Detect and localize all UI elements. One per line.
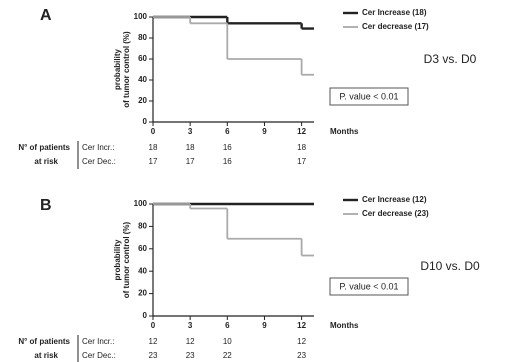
risk-value: 16 <box>223 143 232 152</box>
x-tick-label: 9 <box>262 321 267 330</box>
y-tick-label: 40 <box>138 266 147 275</box>
y-tick-label: 40 <box>138 75 147 84</box>
p-value: P. value < 0.01 <box>339 281 398 291</box>
risk-value: 10 <box>223 337 232 346</box>
p-value-box <box>329 87 409 106</box>
y-tick-label: 20 <box>138 289 147 298</box>
risk-value: 17 <box>149 157 158 166</box>
risk-title: N° of patients <box>18 337 70 346</box>
y-tick-label: 100 <box>134 12 148 21</box>
risk-value: 17 <box>297 157 306 166</box>
risk-value: 12 <box>297 337 306 346</box>
y-tick-label: 60 <box>138 244 147 253</box>
comparison-label: D10 vs. D0 <box>420 259 480 273</box>
y-axis-label: probability <box>113 239 122 280</box>
y-tick-label: 80 <box>138 33 147 42</box>
y-axis-label: of tumor control (%) <box>122 221 131 298</box>
y-tick-label: 80 <box>138 222 147 231</box>
legend-label: Cer decrease (17) <box>362 22 429 31</box>
y-tick-label: 0 <box>143 117 148 126</box>
legend-label: Cer Increase (12) <box>362 195 427 204</box>
x-tick-label: 3 <box>188 127 193 136</box>
risk-value: 17 <box>186 157 195 166</box>
x-tick-label: 12 <box>297 127 306 136</box>
panel-label: B <box>40 197 52 214</box>
risk-value: 12 <box>149 337 158 346</box>
x-tick-label: 0 <box>151 321 156 330</box>
comparison-label: D3 vs. D0 <box>424 52 477 66</box>
risk-value: 23 <box>149 351 158 360</box>
y-axis-label: probability <box>113 49 122 90</box>
x-tick-label: 12 <box>297 321 306 330</box>
legend-label: Cer Increase (18) <box>362 8 427 17</box>
x-tick-label: 3 <box>188 321 193 330</box>
p-value-box <box>329 277 409 296</box>
risk-value: 23 <box>297 351 306 360</box>
x-tick-label: 6 <box>225 127 230 136</box>
panel-label: A <box>40 7 52 24</box>
risk-value: 16 <box>223 157 232 166</box>
risk-row-label: Cer Dec.: <box>82 351 116 360</box>
y-tick-label: 60 <box>138 54 147 63</box>
risk-value: 18 <box>297 143 306 152</box>
risk-title: at risk <box>34 157 58 166</box>
x-tick-label: 0 <box>151 127 156 136</box>
risk-row-label: Cer Incr.: <box>82 337 114 346</box>
x-tick-label: 6 <box>225 321 230 330</box>
x-axis-label: Months <box>330 127 359 136</box>
legend-label: Cer decrease (23) <box>362 209 429 218</box>
risk-value: 22 <box>223 351 232 360</box>
risk-title: N° of patients <box>18 143 70 152</box>
x-tick-label: 9 <box>262 127 267 136</box>
risk-value: 18 <box>186 143 195 152</box>
risk-row-label: Cer Dec.: <box>82 157 116 166</box>
risk-title: at risk <box>34 351 58 360</box>
risk-row-label: Cer Incr.: <box>82 143 114 152</box>
y-tick-label: 100 <box>134 199 148 208</box>
y-axis-label: of tumor control (%) <box>122 31 131 108</box>
y-tick-label: 20 <box>138 96 147 105</box>
risk-value: 23 <box>186 351 195 360</box>
risk-value: 12 <box>186 337 195 346</box>
y-tick-label: 0 <box>143 311 148 320</box>
x-axis-label: Months <box>330 321 359 330</box>
risk-value: 18 <box>149 143 158 152</box>
p-value: P. value < 0.01 <box>339 91 398 101</box>
